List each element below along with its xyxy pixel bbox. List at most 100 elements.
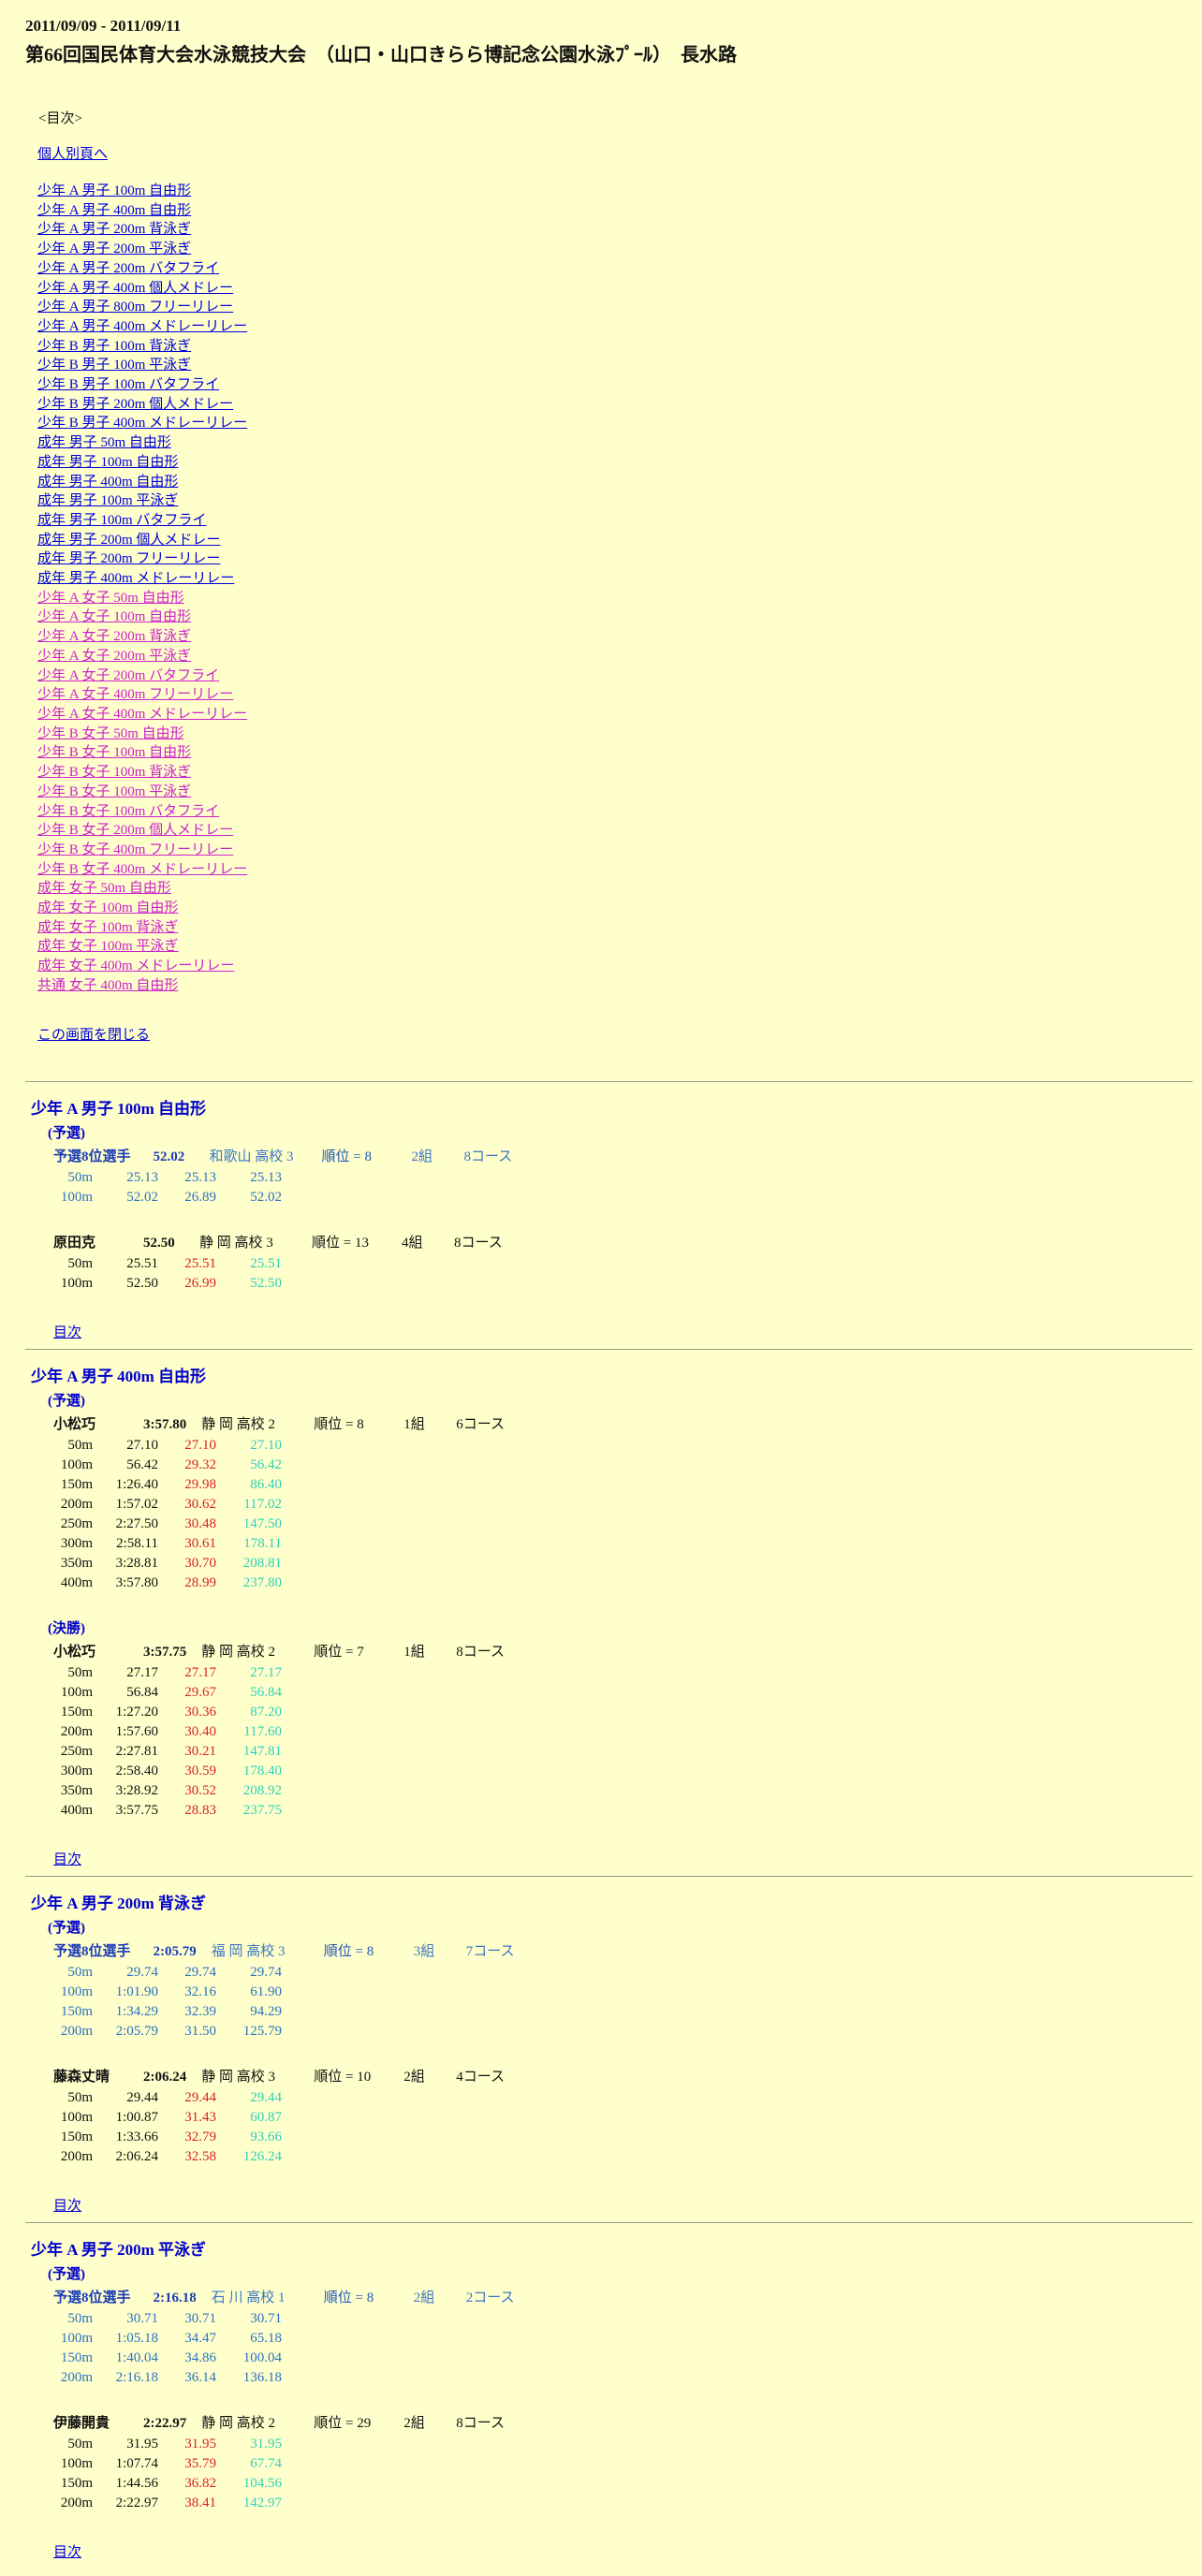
toc-event-link[interactable]: 少年 B 女子 400m メドレーリレー (37, 861, 248, 877)
toc-item: 少年 B 男子 100m 背泳ぎ (37, 337, 1193, 357)
toc-event-link[interactable]: 少年 A 男子 400m 自由形 (37, 202, 192, 218)
toc-event-link[interactable]: 共通 女子 400m 自由形 (37, 977, 179, 993)
lap-cumulative-seconds: 61.90 (250, 1983, 282, 1999)
toc-event-link[interactable]: 少年 B 男子 400m メドレーリレー (37, 416, 248, 432)
lap-split-time: 29.32 (184, 1456, 216, 1472)
toc-event-link[interactable]: 少年 A 女子 200m 背泳ぎ (37, 629, 192, 645)
lap-distance: 100m (60, 2455, 93, 2471)
toc-event-link[interactable]: 少年 B 女子 50m 自由形 (37, 725, 184, 741)
toc-event-link[interactable]: 少年 B 男子 100m 平泳ぎ (37, 358, 192, 373)
lap-cumulative-time: 52.02 (126, 1189, 158, 1205)
lap-cumulative-time: 2:58.11 (116, 1535, 158, 1551)
lane-number: 8コース (463, 1149, 513, 1164)
individual-pages-link[interactable]: 個人別頁へ (37, 147, 109, 162)
rank: 順位 = 8 (323, 2290, 374, 2305)
lap-cumulative-seconds: 178.40 (242, 1763, 282, 1778)
toc-event-link[interactable]: 成年 男子 50m 自由形 (37, 435, 171, 451)
toc-event-link[interactable]: 少年 A 女子 400m フリーリレー (37, 687, 234, 703)
close-window-link[interactable]: この画面を閉じる (37, 1027, 151, 1043)
lap-cumulative-seconds: 147.81 (242, 1743, 282, 1759)
toc-event-link[interactable]: 成年 女子 400m メドレーリレー (37, 959, 235, 974)
toc-event-link[interactable]: 成年 女子 100m 平泳ぎ (37, 939, 179, 955)
final-time: 2:22.97 (143, 2415, 187, 2431)
lap-cumulative-time: 52.50 (126, 1275, 158, 1291)
toc-event-link[interactable]: 少年 B 男子 100m 背泳ぎ (37, 338, 192, 354)
lap-distance: 50m (67, 1437, 93, 1453)
toc-item: 少年 B 女子 100m 背泳ぎ (37, 763, 1193, 783)
lap-cumulative-seconds: 27.17 (250, 1664, 282, 1680)
back-to-toc-link[interactable]: 目次 (53, 1325, 82, 1340)
toc-event-link[interactable]: 成年 男子 100m 平泳ぎ (37, 493, 179, 509)
toc-event-link[interactable]: 少年 A 男子 200m 背泳ぎ (37, 222, 192, 238)
entries: 予選8位選手 2:16.18 石 川 高校 1 順位 = 8 2組 2コース 5… (53, 2287, 1193, 2513)
toc-event-link[interactable]: 少年 A 男子 400m メドレーリレー (37, 318, 248, 334)
toc-event-link[interactable]: 少年 A 男子 400m 個人メドレー (37, 280, 234, 296)
toc-event-link[interactable]: 少年 A 女子 200m バタフライ (37, 667, 220, 683)
toc-event-link[interactable]: 少年 B 女子 100m 自由形 (37, 745, 192, 761)
toc-event-link[interactable]: 少年 B 女子 200m 個人メドレー (37, 823, 234, 839)
lap-row: 200m 1:57.02 30.62 117.02 (53, 1495, 282, 1515)
toc-event-link[interactable]: 少年 A 男子 200m バタフライ (37, 260, 220, 276)
entries: 小松巧 3:57.80 静 岡 高校 2 順位 = 8 1組 6コース 50m … (53, 1413, 1193, 1593)
swimmer-name: 小松巧 (53, 1416, 96, 1432)
lap-cumulative-time: 1:57.60 (115, 1723, 158, 1739)
toc-event-link[interactable]: 少年 B 男子 200m 個人メドレー (37, 396, 234, 412)
lane-number: 8コース (456, 2415, 506, 2431)
lap-distance: 150m (60, 2349, 93, 2365)
toc-event-link[interactable]: 成年 女子 100m 自由形 (37, 900, 179, 916)
lap-distance: 50m (67, 2310, 93, 2326)
back-to-toc-link[interactable]: 目次 (53, 1852, 82, 1867)
toc-event-link[interactable]: 少年 B 女子 100m 平泳ぎ (37, 783, 192, 799)
back-to-toc-link[interactable]: 目次 (53, 2198, 82, 2214)
entry-head: 予選8位選手 2:05.79 福 岡 高校 3 順位 = 8 3組 7コース (53, 1940, 1193, 1960)
back-to-toc-link[interactable]: 目次 (53, 2544, 82, 2560)
lap-distance: 50m (67, 1664, 93, 1680)
toc-item: 少年 B 女子 100m バタフライ (37, 802, 1193, 822)
lap-cumulative-time: 1:34.29 (115, 2003, 158, 2019)
lap-split-time: 32.39 (184, 2003, 216, 2019)
toc-item: 成年 男子 100m バタフライ (37, 511, 1193, 531)
toc-event-link[interactable]: 成年 男子 100m バタフライ (37, 512, 207, 528)
lap-cumulative-seconds: 136.18 (242, 2369, 282, 2385)
lap-cumulative-seconds: 29.74 (250, 1964, 282, 1980)
toc-event-link[interactable]: 成年 男子 400m メドレーリレー (37, 571, 235, 587)
toc-event-link[interactable]: 少年 A 男子 100m 自由形 (37, 183, 192, 198)
lap-cumulative-time: 2:22.97 (115, 2495, 158, 2510)
toc-event-link[interactable]: 少年 B 男子 100m バタフライ (37, 377, 220, 393)
toc-event-link[interactable]: 少年 A 男子 800m フリーリレー (37, 300, 234, 315)
toc-event-link[interactable]: 成年 女子 50m 自由形 (37, 881, 171, 897)
entry-head: 原田克 52.50 静 岡 高校 3 順位 = 13 4組 8コース (53, 1232, 1193, 1251)
lap-split-time: 29.98 (184, 1476, 216, 1492)
lap-table: 50m 27.17 27.17 27.17 100m 56.84 29.67 5… (53, 1663, 282, 1821)
heat-number: 1組 (403, 1416, 425, 1432)
toc-event-link[interactable]: 少年 A 女子 200m 平泳ぎ (37, 648, 192, 664)
toc-event-link[interactable]: 少年 A 女子 400m メドレーリレー (37, 706, 248, 722)
entries: 小松巧 3:57.75 静 岡 高校 2 順位 = 7 1組 8コース 50m … (53, 1641, 1193, 1821)
toc-event-link[interactable]: 少年 A 男子 200m 平泳ぎ (37, 242, 192, 257)
toc-event-link[interactable]: 少年 B 女子 100m 背泳ぎ (37, 765, 192, 781)
final-time: 3:57.80 (143, 1416, 187, 1432)
toc-event-link[interactable]: 成年 男子 400m 自由形 (37, 474, 179, 490)
toc-event-link[interactable]: 少年 A 女子 100m 自由形 (37, 609, 192, 625)
lap-distance: 50m (67, 2436, 93, 2452)
toc-event-link[interactable]: 成年 女子 100m 背泳ぎ (37, 919, 179, 935)
lap-split-time: 26.89 (184, 1189, 216, 1205)
toc-item: 少年 B 女子 400m フリーリレー (37, 841, 1193, 860)
toc-event-link[interactable]: 少年 A 女子 50m 自由形 (37, 590, 184, 606)
lap-row: 150m 1:34.29 32.39 94.29 (53, 2002, 282, 2022)
lap-row: 200m 2:06.24 32.58 126.24 (53, 2147, 282, 2167)
result-sections: 少年 A 男子 100m 自由形 (予選) 予選8位選手 52.02 和歌山 高… (25, 1080, 1193, 2561)
lane-number: 7コース (465, 1943, 515, 1959)
toc-event-link[interactable]: 少年 B 女子 400m フリーリレー (37, 842, 234, 857)
round: (予選) 予選8位選手 2:05.79 福 岡 高校 3 順位 = 8 3組 7… (48, 1917, 1193, 2167)
lap-distance: 100m (60, 2109, 93, 2125)
lap-distance: 150m (60, 1476, 93, 1492)
toc-event-link[interactable]: 成年 男子 200m フリーリレー (37, 551, 221, 567)
lap-split-time: 30.36 (184, 1704, 216, 1720)
toc-event-link[interactable]: 少年 B 女子 100m バタフライ (37, 803, 220, 819)
toc-event-link[interactable]: 成年 男子 200m 個人メドレー (37, 532, 221, 548)
toc-top: 個人別頁へ (25, 143, 1193, 163)
lap-cumulative-time: 27.10 (126, 1437, 158, 1453)
toc-event-link[interactable]: 成年 男子 100m 自由形 (37, 454, 179, 470)
round-label: (予選) (48, 1393, 85, 1409)
